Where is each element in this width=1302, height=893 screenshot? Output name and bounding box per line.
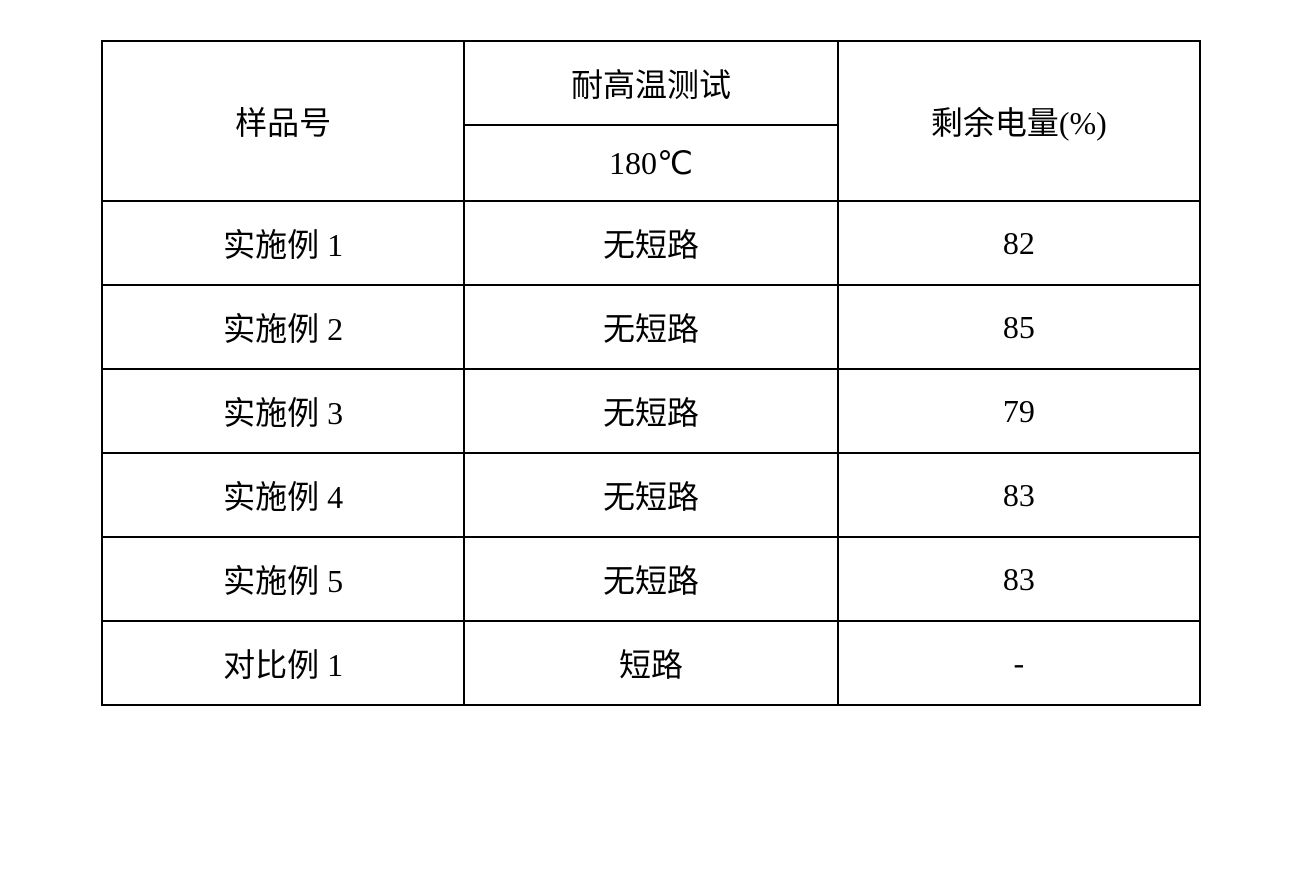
cell-test: 无短路 bbox=[464, 285, 837, 369]
cell-sample: 实施例 4 bbox=[102, 453, 464, 537]
table-row: 对比例 1 短路 - bbox=[102, 621, 1200, 705]
col-header-capacity: 剩余电量(%) bbox=[838, 41, 1200, 201]
cell-capacity: 85 bbox=[838, 285, 1200, 369]
cell-capacity: 83 bbox=[838, 453, 1200, 537]
col-header-test: 耐高温测试 bbox=[464, 41, 837, 125]
cell-sample: 实施例 2 bbox=[102, 285, 464, 369]
data-table: 样品号 耐高温测试 剩余电量(%) 180℃ 实施例 1 无短路 82 实施例 … bbox=[101, 40, 1201, 706]
col-subheader-temp: 180℃ bbox=[464, 125, 837, 201]
cell-test: 短路 bbox=[464, 621, 837, 705]
cell-sample: 实施例 3 bbox=[102, 369, 464, 453]
table-row: 实施例 4 无短路 83 bbox=[102, 453, 1200, 537]
data-table-container: 样品号 耐高温测试 剩余电量(%) 180℃ 实施例 1 无短路 82 实施例 … bbox=[101, 40, 1201, 706]
table-row: 实施例 5 无短路 83 bbox=[102, 537, 1200, 621]
table-row: 实施例 1 无短路 82 bbox=[102, 201, 1200, 285]
cell-capacity: 82 bbox=[838, 201, 1200, 285]
cell-test: 无短路 bbox=[464, 537, 837, 621]
table-row: 实施例 3 无短路 79 bbox=[102, 369, 1200, 453]
cell-test: 无短路 bbox=[464, 453, 837, 537]
col-header-sample: 样品号 bbox=[102, 41, 464, 201]
cell-sample: 实施例 5 bbox=[102, 537, 464, 621]
cell-capacity: - bbox=[838, 621, 1200, 705]
table-row: 实施例 2 无短路 85 bbox=[102, 285, 1200, 369]
cell-test: 无短路 bbox=[464, 369, 837, 453]
cell-sample: 实施例 1 bbox=[102, 201, 464, 285]
cell-capacity: 79 bbox=[838, 369, 1200, 453]
cell-sample: 对比例 1 bbox=[102, 621, 464, 705]
cell-capacity: 83 bbox=[838, 537, 1200, 621]
cell-test: 无短路 bbox=[464, 201, 837, 285]
table-header-row-1: 样品号 耐高温测试 剩余电量(%) bbox=[102, 41, 1200, 125]
